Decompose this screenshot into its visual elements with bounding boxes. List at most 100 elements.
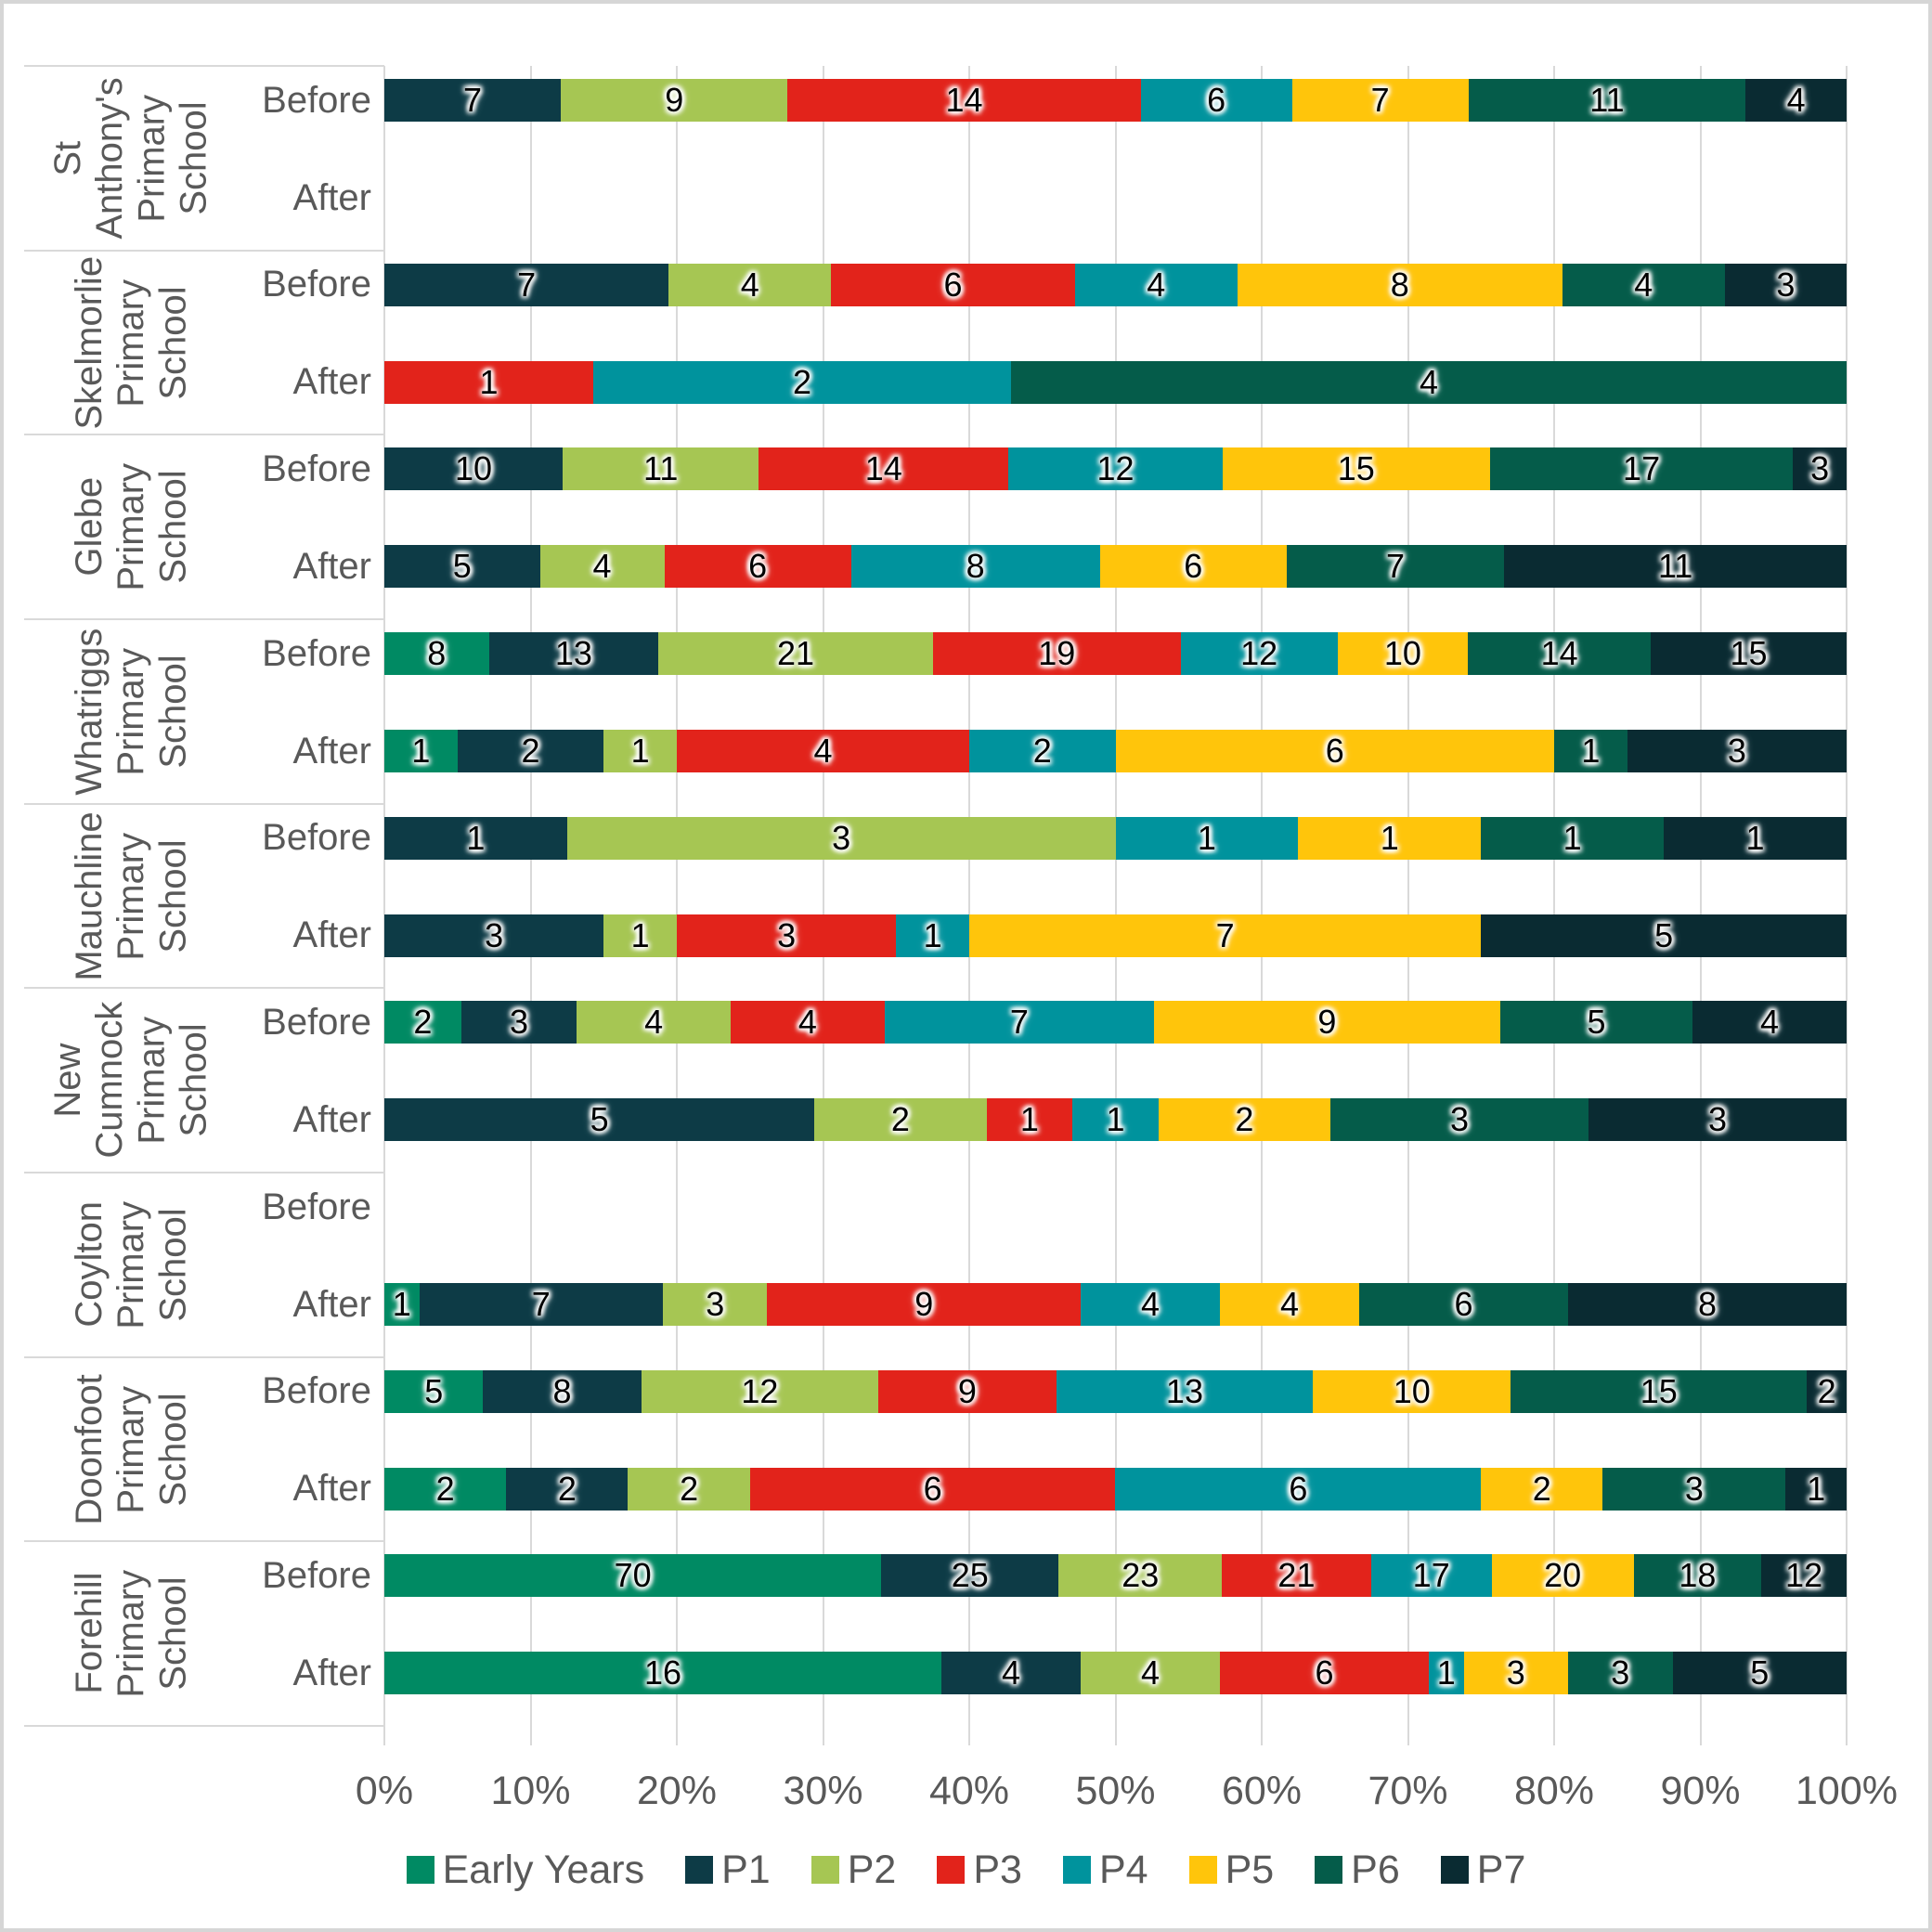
stacked-bar: 70 25 23 21 17 20 18 12 bbox=[384, 1554, 1847, 1598]
row-label-before: Before bbox=[262, 1370, 371, 1412]
bar-segment-p6: 7 bbox=[1286, 545, 1505, 589]
segment-value-label: 5 bbox=[452, 547, 472, 586]
bar-segment-p6: 18 bbox=[1633, 1554, 1762, 1598]
group-separator-line bbox=[24, 1172, 384, 1173]
segment-value-label: 3 bbox=[777, 915, 797, 954]
school-name-cell: Mauchline Primary School bbox=[24, 804, 239, 989]
segment-value-label: 4 bbox=[1140, 1653, 1160, 1692]
legend-item-p1: P1 bbox=[685, 1848, 771, 1893]
bar-segment-p2: 23 bbox=[1058, 1554, 1223, 1598]
legend-label: Early Years bbox=[442, 1847, 645, 1892]
bar-segment-p1: 13 bbox=[488, 632, 659, 675]
row-label-after: After bbox=[292, 361, 371, 403]
bar-segment-p5: 1 bbox=[1298, 816, 1482, 860]
bar-segment-p2: 2 bbox=[628, 1467, 750, 1511]
bar-segment-p5: 10 bbox=[1313, 1369, 1511, 1413]
school-name-cell: St Anthony's Primary School bbox=[24, 66, 239, 251]
legend-swatch bbox=[1188, 1856, 1217, 1884]
school-name-label: St Anthony's Primary School bbox=[47, 77, 214, 240]
bar-segment-p2: 11 bbox=[563, 447, 759, 491]
x-tick-label: 70% bbox=[1368, 1769, 1448, 1813]
segment-value-label: 3 bbox=[832, 818, 851, 857]
x-tick-label: 30% bbox=[783, 1769, 863, 1813]
segment-value-label: 1 bbox=[466, 818, 486, 857]
school-group: Doonfoot Primary School Before After bbox=[4, 1355, 1928, 1542]
bar-segment-p1: 1 bbox=[384, 816, 567, 860]
group-separator-line bbox=[24, 618, 384, 620]
bar-segment-p1: 5 bbox=[384, 1098, 815, 1142]
segment-value-label: 9 bbox=[914, 1285, 934, 1323]
bar-segment-p6: 11 bbox=[1468, 79, 1746, 122]
stacked-bar: 5 2 1 1 2 3 3 bbox=[384, 1098, 1847, 1142]
segment-value-label: 13 bbox=[1165, 1371, 1203, 1410]
bar-segment-p5: 7 bbox=[1291, 79, 1469, 122]
bar-segment-p6: 6 bbox=[1358, 1283, 1568, 1326]
segment-value-label: 2 bbox=[435, 1469, 455, 1508]
bar-segment-p4: 6 bbox=[1140, 79, 1292, 122]
segment-value-label: 4 bbox=[1279, 1285, 1299, 1323]
segment-value-label: 1 bbox=[630, 732, 650, 770]
bar-segment-p6: 3 bbox=[1568, 1652, 1673, 1695]
x-tick-label: 90% bbox=[1660, 1769, 1741, 1813]
school-group: New Cumnock Primary School Before After bbox=[4, 987, 1928, 1173]
bar-segment-p3: 4 bbox=[677, 730, 969, 772]
school-name-label: Forehill Primary School bbox=[68, 1569, 194, 1698]
school-name-cell: Whatriggs Primary School bbox=[24, 619, 239, 804]
bar-segment-p1: 3 bbox=[384, 914, 604, 957]
segment-value-label: 3 bbox=[1776, 265, 1796, 304]
segment-value-label: 4 bbox=[592, 547, 612, 586]
segment-value-label: 2 bbox=[1032, 732, 1052, 770]
segment-value-label: 70 bbox=[614, 1556, 652, 1595]
bar-segment-p7: 3 bbox=[1588, 1098, 1847, 1142]
bar-segment-p4: 2 bbox=[593, 360, 1011, 404]
bar-segment-p3: 14 bbox=[759, 447, 1009, 491]
school-name-cell: Coylton Primary School bbox=[24, 1173, 239, 1357]
segment-value-label: 6 bbox=[1207, 81, 1226, 119]
segment-value-label: 1 bbox=[1106, 1100, 1125, 1139]
segment-value-label: 17 bbox=[1412, 1556, 1450, 1595]
segment-value-label: 5 bbox=[590, 1100, 609, 1139]
group-separator-line bbox=[24, 987, 384, 990]
segment-value-label: 3 bbox=[485, 915, 504, 954]
bar-segment-p4: 13 bbox=[1056, 1369, 1314, 1413]
segment-value-label: 4 bbox=[644, 1003, 664, 1042]
legend-swatch bbox=[1315, 1856, 1343, 1884]
bar-segment-p6: 3 bbox=[1602, 1467, 1786, 1511]
gridline bbox=[1407, 66, 1409, 1745]
stacked-bar: 1 7 3 9 4 4 6 8 bbox=[384, 1283, 1847, 1326]
bar-segment-p6: 14 bbox=[1468, 632, 1652, 675]
bar-segment-p7: 3 bbox=[1724, 263, 1847, 306]
bar-segment-p3: 6 bbox=[749, 1467, 1116, 1511]
segment-value-label: 15 bbox=[1337, 449, 1375, 488]
stacked-bar: 2 2 2 6 6 2 3 1 bbox=[384, 1467, 1847, 1511]
bar-segment-p2: 4 bbox=[1081, 1652, 1220, 1695]
school-name-cell: Glebe Primary School bbox=[24, 434, 239, 619]
group-separator-line bbox=[24, 249, 384, 252]
bar-segment-p3: 14 bbox=[787, 79, 1141, 122]
segment-value-label: 6 bbox=[923, 1469, 942, 1508]
row-label-after: After bbox=[292, 1652, 371, 1693]
bar-segment-early-years: 2 bbox=[384, 1001, 461, 1044]
gridline bbox=[1846, 66, 1848, 1745]
segment-value-label: 8 bbox=[966, 547, 985, 586]
segment-value-label: 9 bbox=[665, 81, 684, 119]
x-tick-label: 20% bbox=[636, 1769, 718, 1813]
x-tick-label: 80% bbox=[1513, 1769, 1595, 1813]
bar-segment-p6: 5 bbox=[1499, 1001, 1693, 1044]
school-name-label: Doonfoot Primary School bbox=[68, 1373, 194, 1525]
segment-value-label: 4 bbox=[797, 1003, 817, 1042]
category-axis-line bbox=[383, 66, 385, 1745]
segment-value-label: 4 bbox=[740, 265, 759, 304]
bar-segment-p2: 1 bbox=[603, 914, 677, 957]
segment-value-label: 11 bbox=[1589, 81, 1625, 119]
gridline bbox=[1261, 66, 1263, 1745]
segment-value-label: 1 bbox=[479, 362, 499, 401]
bar-segment-p1: 4 bbox=[941, 1652, 1081, 1695]
x-tick-label: 100% bbox=[1796, 1769, 1898, 1813]
legend: Early Years P1 P2 P3 P4 P5 P6 P7 bbox=[4, 1846, 1928, 1894]
legend-label: P4 bbox=[1098, 1847, 1148, 1892]
row-label-after: After bbox=[292, 1283, 371, 1325]
segment-value-label: 3 bbox=[510, 1003, 529, 1042]
segment-value-label: 15 bbox=[1730, 634, 1768, 672]
